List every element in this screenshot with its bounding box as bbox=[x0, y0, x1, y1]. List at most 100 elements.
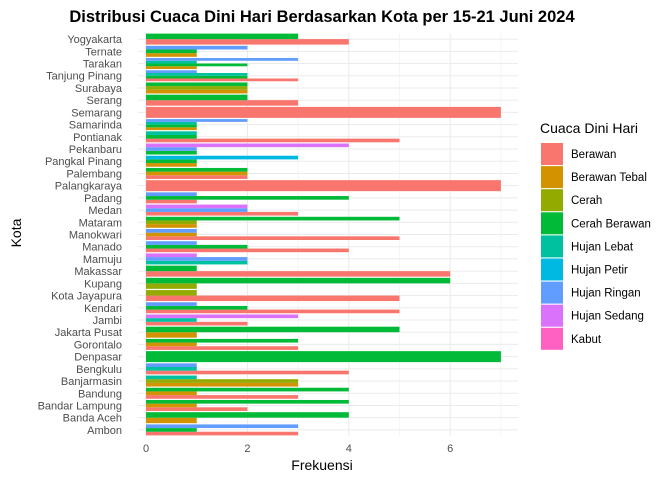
bar bbox=[146, 208, 248, 212]
bar bbox=[146, 382, 299, 387]
y-tick-label: Medan bbox=[88, 205, 122, 217]
bar bbox=[146, 309, 400, 314]
bar bbox=[146, 89, 248, 94]
bar bbox=[146, 407, 248, 411]
x-tick-label: 4 bbox=[346, 443, 352, 455]
bar bbox=[146, 391, 197, 396]
bar bbox=[146, 332, 197, 338]
y-tick-label: Manado bbox=[82, 242, 122, 254]
bar bbox=[146, 283, 197, 289]
bar bbox=[146, 302, 197, 306]
bar bbox=[146, 253, 197, 258]
bar bbox=[146, 248, 349, 253]
bar bbox=[146, 428, 197, 432]
y-tick-label: Mamuju bbox=[83, 254, 122, 266]
y-tick-label: Banda Aceh bbox=[63, 413, 122, 425]
bar bbox=[146, 232, 197, 237]
bar bbox=[146, 49, 197, 54]
y-tick-label: Banjarmasin bbox=[61, 376, 122, 388]
bar bbox=[146, 159, 197, 164]
y-tick-label: Kendari bbox=[84, 303, 122, 315]
legend-swatch bbox=[541, 258, 563, 281]
y-tick-label: Gorontalo bbox=[74, 339, 122, 351]
bar bbox=[146, 424, 299, 429]
bar bbox=[146, 431, 299, 436]
y-tick-label: Makassar bbox=[74, 266, 122, 278]
bar bbox=[146, 271, 451, 277]
bar bbox=[146, 417, 197, 424]
bar bbox=[146, 379, 299, 383]
bar bbox=[146, 412, 349, 418]
bar bbox=[146, 78, 299, 82]
bar bbox=[146, 163, 197, 167]
bar bbox=[146, 403, 197, 408]
y-tick-label: Pekanbaru bbox=[69, 144, 122, 156]
bar bbox=[146, 224, 197, 228]
bar bbox=[146, 155, 299, 160]
bar bbox=[146, 150, 197, 155]
bar bbox=[146, 121, 197, 125]
bar bbox=[146, 241, 197, 245]
bar bbox=[146, 395, 299, 399]
bar bbox=[146, 346, 299, 350]
bar bbox=[146, 367, 197, 371]
legend-label: Hujan Petir bbox=[571, 265, 628, 277]
bar bbox=[146, 86, 248, 90]
x-axis-title: Frekuensi bbox=[291, 457, 352, 473]
x-tick-label: 2 bbox=[244, 443, 250, 455]
bar bbox=[146, 363, 197, 367]
bar bbox=[146, 370, 349, 375]
bar bbox=[146, 204, 248, 209]
bar bbox=[146, 124, 197, 128]
legend-label: Hujan Sedang bbox=[571, 311, 644, 323]
y-tick-label: Tarakan bbox=[83, 59, 122, 71]
y-tick-label: Bengkulu bbox=[76, 364, 122, 376]
y-tick-label: Kota Jayapura bbox=[51, 291, 123, 303]
bar bbox=[146, 70, 197, 73]
bar bbox=[146, 260, 248, 265]
legend-label: Kabut bbox=[571, 334, 602, 346]
y-tick-label: Pontianak bbox=[73, 132, 122, 144]
bar bbox=[146, 375, 197, 380]
bar bbox=[146, 33, 299, 40]
y-tick-label: Ambon bbox=[87, 425, 122, 437]
bar bbox=[146, 229, 197, 233]
bar bbox=[146, 196, 349, 200]
bar bbox=[146, 236, 400, 240]
bar bbox=[146, 321, 248, 326]
y-tick-label: Serang bbox=[87, 95, 122, 107]
bar bbox=[146, 100, 299, 106]
y-tick-label: Bandar Lampung bbox=[38, 400, 122, 412]
bar bbox=[146, 75, 248, 79]
y-tick-label: Samarinda bbox=[69, 120, 123, 132]
bar bbox=[146, 180, 501, 192]
y-tick-label: Surabaya bbox=[75, 83, 123, 95]
bar bbox=[146, 211, 299, 216]
bar bbox=[146, 314, 299, 319]
bar bbox=[146, 199, 197, 204]
y-tick-label: Semarang bbox=[71, 107, 122, 119]
bar bbox=[146, 66, 197, 70]
y-tick-label: Tanjung Pinang bbox=[46, 71, 122, 83]
y-tick-label: Padang bbox=[84, 193, 122, 205]
legend-label: Berawan Tebal bbox=[571, 172, 647, 184]
bar bbox=[146, 342, 197, 347]
bar bbox=[146, 220, 197, 225]
y-tick-label: Denpasar bbox=[74, 352, 122, 364]
bar bbox=[146, 326, 400, 333]
y-tick-label: Palembang bbox=[66, 168, 122, 180]
bar bbox=[146, 45, 248, 50]
bar bbox=[146, 82, 248, 87]
legend-swatch bbox=[541, 281, 563, 304]
bar bbox=[146, 295, 400, 302]
legend-swatch bbox=[541, 189, 563, 212]
bar bbox=[146, 175, 248, 179]
bar bbox=[146, 244, 248, 249]
bar bbox=[146, 63, 248, 67]
bar bbox=[146, 167, 248, 172]
legend-swatch bbox=[541, 235, 563, 258]
legend-swatch bbox=[541, 212, 563, 235]
bar bbox=[146, 72, 248, 76]
